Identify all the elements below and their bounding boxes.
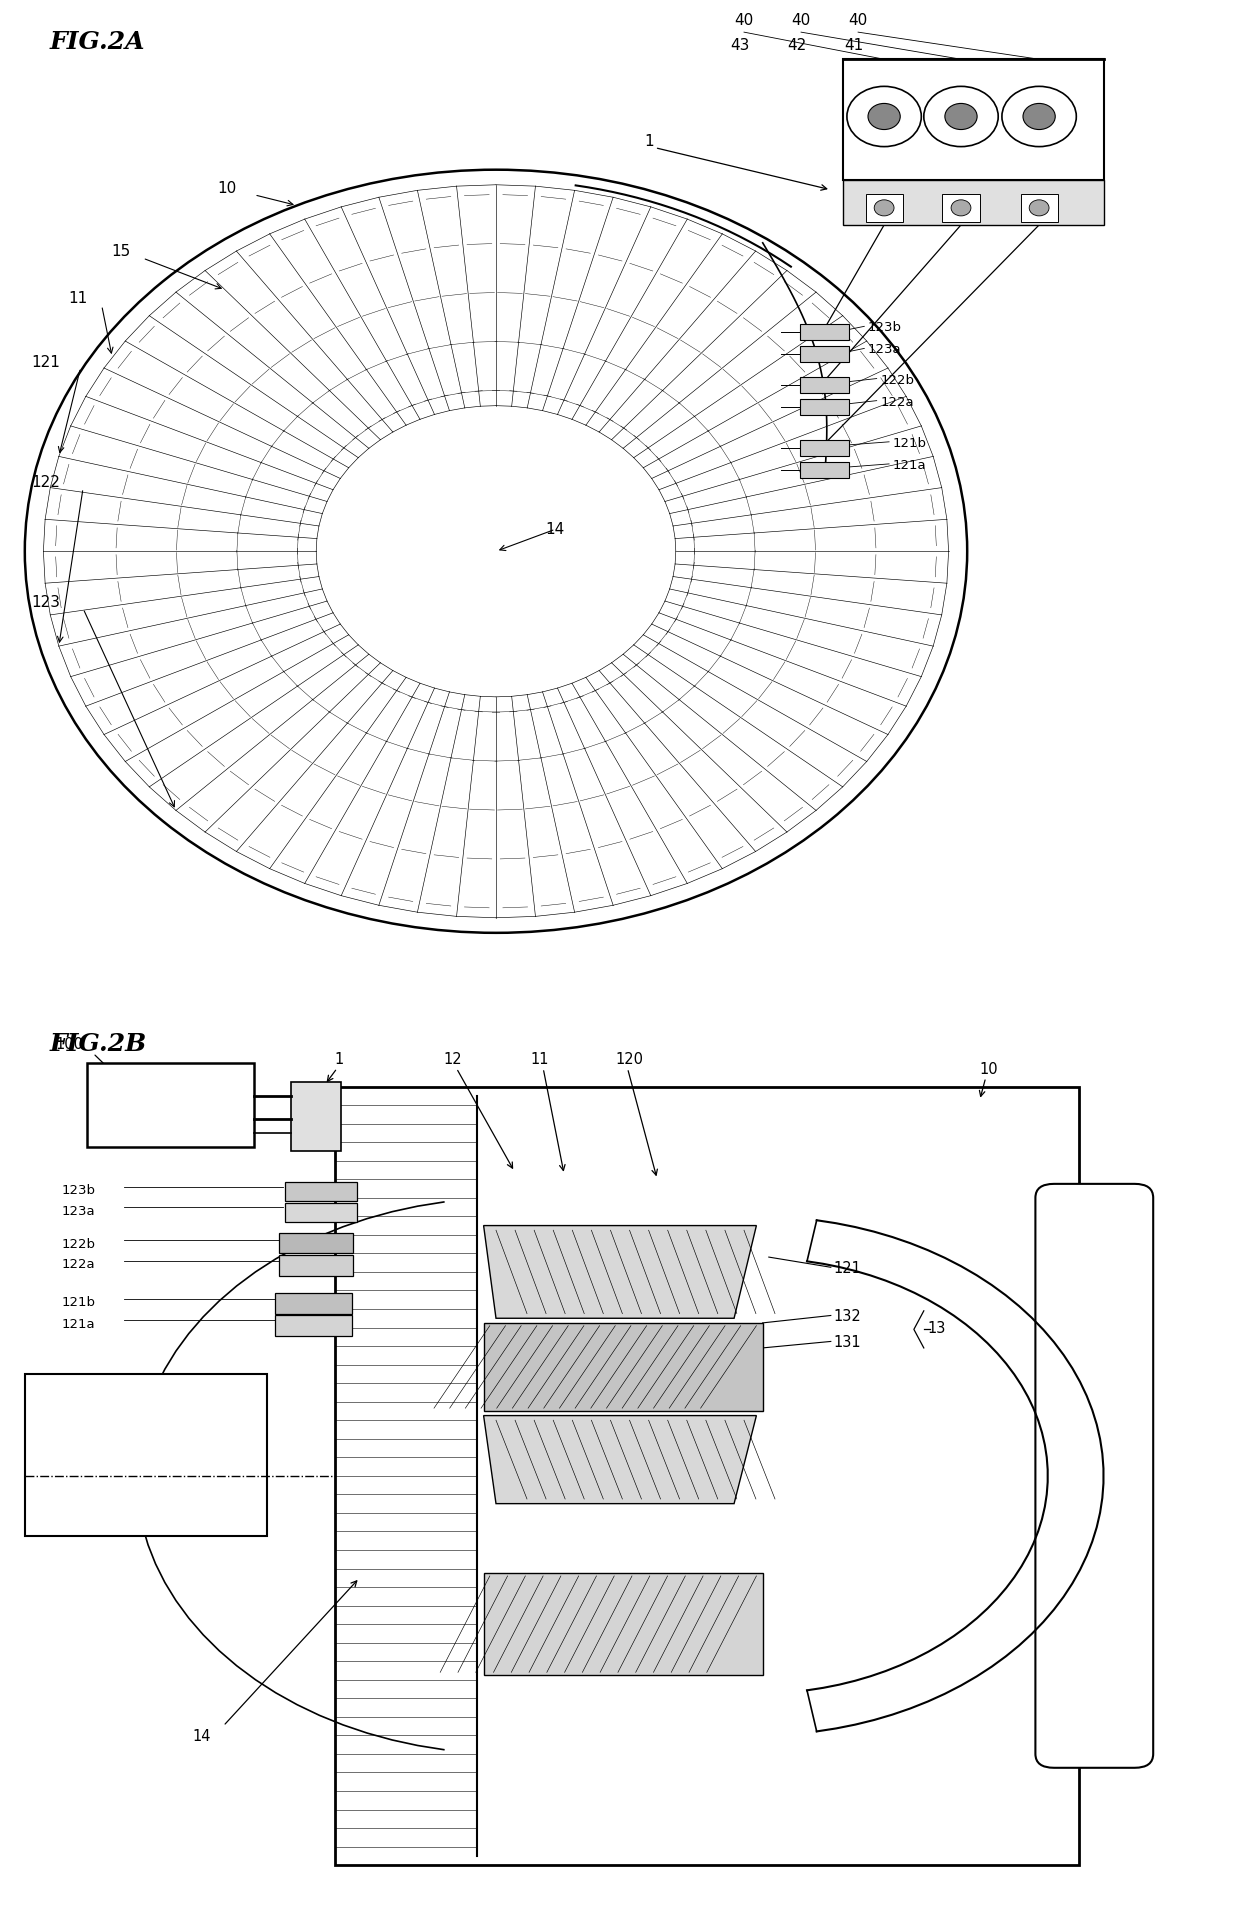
Text: 131: 131 — [833, 1334, 861, 1349]
Text: 1: 1 — [335, 1052, 343, 1067]
Text: 121: 121 — [31, 355, 60, 369]
Text: 0: 0 — [27, 1448, 37, 1463]
Text: 122b: 122b — [880, 372, 914, 386]
Text: 121b: 121b — [62, 1295, 95, 1309]
Bar — [942, 195, 980, 222]
Bar — [800, 463, 849, 479]
Bar — [843, 60, 1104, 181]
Bar — [800, 324, 849, 342]
Bar — [275, 1293, 352, 1314]
Text: 132: 132 — [833, 1309, 861, 1324]
Text: 121: 121 — [833, 1260, 861, 1276]
Text: 122: 122 — [31, 475, 60, 490]
Text: 121b: 121b — [893, 436, 926, 450]
Circle shape — [1002, 87, 1076, 147]
Bar — [25, 1374, 267, 1536]
Text: 12: 12 — [444, 1052, 463, 1067]
Bar — [800, 440, 849, 457]
Circle shape — [1023, 104, 1055, 131]
Bar — [800, 400, 849, 415]
Bar — [484, 1573, 763, 1675]
Text: 15: 15 — [112, 243, 131, 259]
Text: 121a: 121a — [62, 1316, 95, 1330]
Text: FIG.2A: FIG.2A — [50, 31, 145, 54]
Text: 11: 11 — [531, 1052, 549, 1067]
Circle shape — [945, 104, 977, 131]
Bar — [279, 1256, 353, 1276]
Bar — [843, 181, 1104, 226]
Bar — [335, 1087, 1079, 1864]
Text: 40: 40 — [791, 14, 811, 29]
Polygon shape — [484, 1226, 756, 1318]
Circle shape — [951, 201, 971, 216]
Bar — [285, 1204, 357, 1222]
Circle shape — [924, 87, 998, 147]
Text: 42: 42 — [787, 39, 807, 54]
Text: 123b: 123b — [62, 1183, 95, 1197]
Text: 122a: 122a — [62, 1258, 95, 1270]
Text: 121a: 121a — [893, 459, 926, 471]
Text: 13: 13 — [928, 1320, 946, 1336]
Text: 40: 40 — [734, 14, 754, 29]
Text: 122b: 122b — [62, 1237, 95, 1251]
Circle shape — [847, 87, 921, 147]
Text: 1: 1 — [645, 133, 655, 149]
Circle shape — [1029, 201, 1049, 216]
Text: 11: 11 — [68, 291, 88, 307]
Text: 100: 100 — [56, 1036, 84, 1052]
Text: 10: 10 — [980, 1062, 998, 1077]
Bar — [484, 1324, 763, 1411]
Text: 10: 10 — [217, 181, 237, 195]
Bar — [800, 378, 849, 394]
Circle shape — [868, 104, 900, 131]
Text: 41: 41 — [844, 39, 864, 54]
Bar — [285, 1183, 357, 1200]
Polygon shape — [484, 1417, 756, 1503]
Text: 100: 100 — [955, 58, 983, 73]
Bar — [275, 1316, 352, 1336]
Text: FIG.2B: FIG.2B — [50, 1031, 146, 1056]
Circle shape — [322, 411, 670, 693]
Circle shape — [874, 201, 894, 216]
Text: 123a: 123a — [62, 1204, 95, 1218]
Text: 43: 43 — [730, 39, 750, 54]
Text: 14: 14 — [192, 1727, 211, 1743]
Text: 123a: 123a — [868, 344, 901, 357]
Text: 123: 123 — [31, 594, 60, 610]
Text: 122a: 122a — [880, 396, 914, 409]
Text: 14: 14 — [546, 521, 565, 537]
Bar — [279, 1233, 353, 1254]
Text: 120: 120 — [615, 1052, 644, 1067]
Text: 123b: 123b — [868, 320, 901, 334]
Bar — [87, 1063, 254, 1146]
Bar — [800, 347, 849, 363]
Bar — [1021, 195, 1058, 222]
Bar — [291, 1083, 341, 1152]
FancyBboxPatch shape — [1035, 1185, 1153, 1768]
Text: 40: 40 — [848, 14, 868, 29]
Bar — [866, 195, 903, 222]
